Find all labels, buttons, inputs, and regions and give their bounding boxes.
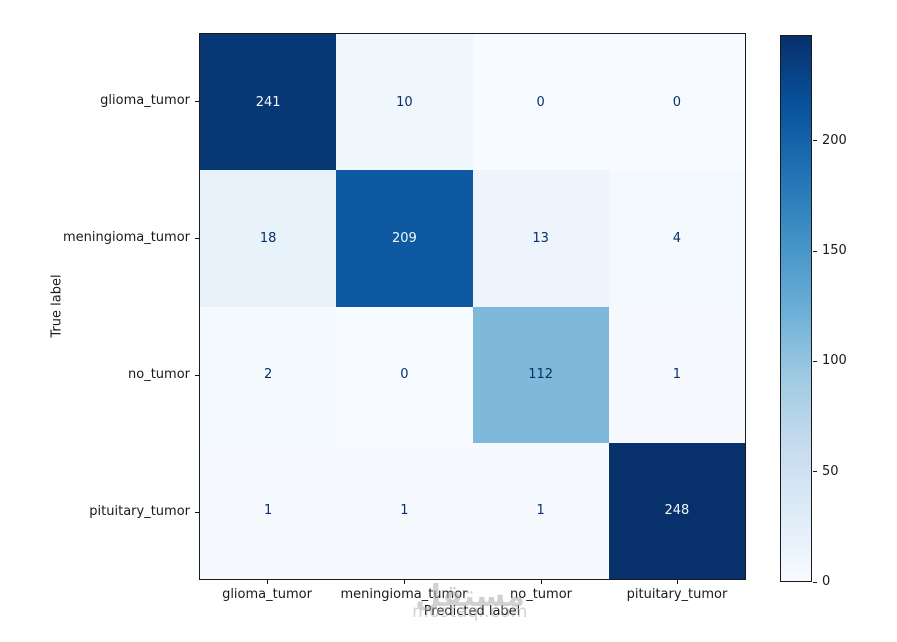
matrix-cell: 112 — [472, 306, 609, 443]
x-tick-mark — [404, 580, 405, 584]
x-tick-label-no-tumor: no_tumor — [510, 587, 572, 602]
colorbar-tick-mark — [813, 471, 817, 473]
matrix-cell: 1 — [336, 442, 473, 579]
colorbar-tick-mark — [813, 581, 817, 583]
y-tick-label-pituitary: pituitary_tumor — [89, 504, 190, 519]
x-tick-mark — [677, 580, 678, 584]
colorbar-tick-label: 100 — [822, 353, 847, 369]
colorbar-tick-label: 50 — [822, 463, 839, 479]
y-tick-mark — [195, 101, 199, 102]
y-tick-label-glioma: glioma_tumor — [100, 93, 190, 108]
x-tick-label-pituitary: pituitary_tumor — [626, 587, 728, 602]
y-axis-title: True label — [49, 274, 65, 338]
matrix-cell: 0 — [472, 34, 609, 171]
matrix-cell: 0 — [336, 306, 473, 443]
matrix-cell: 2 — [200, 306, 337, 443]
y-tick-mark — [195, 238, 199, 239]
colorbar-tick-label: 200 — [822, 132, 847, 148]
x-tick-label-meningioma: meningioma_tumor — [340, 587, 468, 602]
matrix-cell: 248 — [608, 442, 745, 579]
matrix-cell: 1 — [608, 306, 745, 443]
y-tick-label-meningioma: meningioma_tumor — [63, 230, 190, 245]
colorbar — [780, 35, 812, 582]
matrix-cell: 10 — [336, 34, 473, 171]
x-tick-mark — [541, 580, 542, 584]
matrix-cell: 1 — [200, 442, 337, 579]
confusion-matrix-plot: 241 10 0 0 18 209 13 4 2 0 112 1 1 1 1 248 — [199, 33, 746, 580]
colorbar-tick-mark — [813, 250, 817, 252]
matrix-cell: 0 — [608, 34, 745, 171]
colorbar-tick-label: 150 — [822, 243, 847, 259]
x-tick-mark — [267, 580, 268, 584]
matrix-cell: 241 — [200, 34, 337, 171]
y-tick-mark — [195, 375, 199, 376]
colorbar-tick-label: 0 — [822, 574, 831, 589]
matrix-cell: 13 — [472, 170, 609, 307]
matrix-cell: 18 — [200, 170, 337, 307]
matrix-cell: 4 — [608, 170, 745, 307]
matrix-cell: 209 — [336, 170, 473, 307]
matrix-cell: 1 — [472, 442, 609, 579]
colorbar-tick-mark — [813, 360, 817, 362]
matrix-grid: 241 10 0 0 18 209 13 4 2 0 112 1 1 1 1 248 — [200, 34, 745, 579]
y-tick-mark — [195, 512, 199, 513]
colorbar-tick-mark — [813, 140, 817, 142]
x-axis-title: Predicted label — [423, 604, 521, 619]
y-tick-label-no-tumor: no_tumor — [128, 367, 190, 382]
x-tick-label-glioma: glioma_tumor — [222, 587, 312, 602]
